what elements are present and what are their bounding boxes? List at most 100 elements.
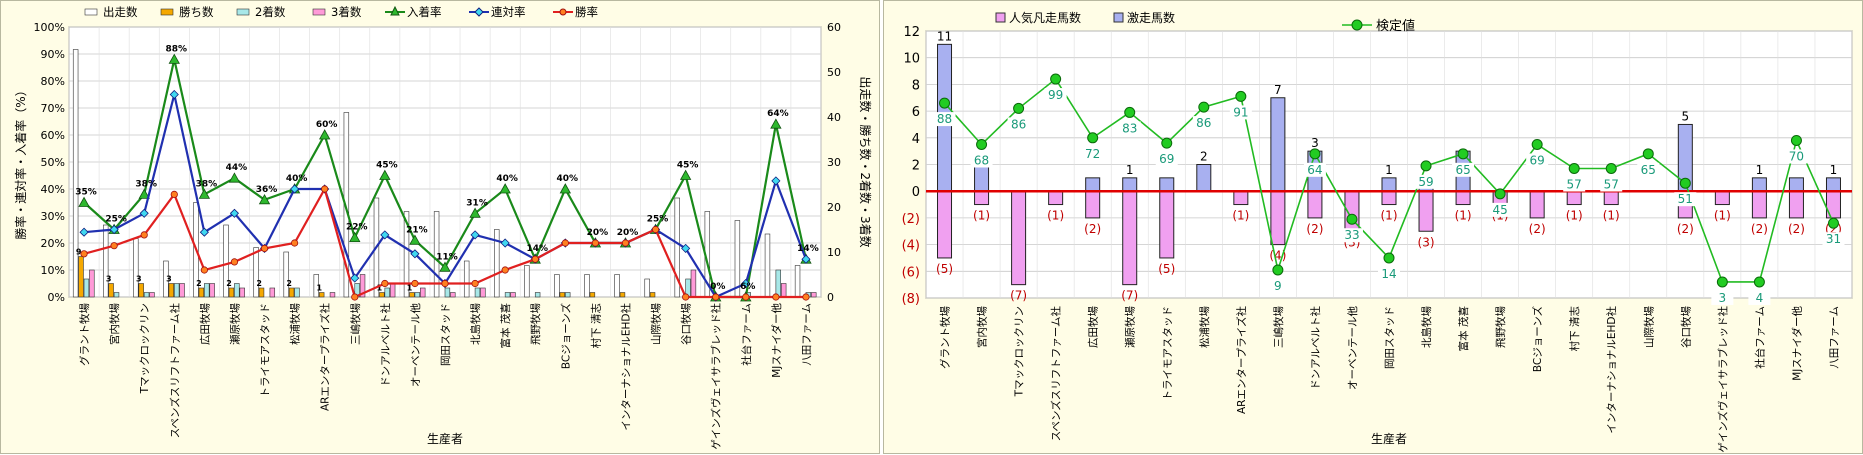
line-label-検定値: 59 [1418, 175, 1433, 189]
bar-label-人気凡走馬数: (1) [1381, 209, 1398, 223]
legend-swatch [995, 12, 1006, 23]
bar-勝ち数 [108, 283, 114, 298]
y-axis-tick: 8 [912, 78, 920, 93]
line-label-検定値: 9 [1274, 279, 1282, 293]
bar-勝ち数 [318, 292, 325, 298]
bar-2着数 [775, 269, 781, 298]
line-label-検定値: 68 [974, 153, 989, 167]
category-label: 宮内牧場 [976, 306, 989, 348]
category-label: 瀬原牧場 [228, 303, 241, 345]
bar-勝ち数 [379, 292, 385, 298]
bar-人気凡走馬数 [1788, 190, 1804, 219]
point-勝率 [561, 239, 569, 247]
category-label: 三嶋牧場 [1272, 306, 1285, 348]
right-axis-tick: 50 [827, 66, 841, 79]
line-label-bg [1452, 162, 1475, 177]
left-chart: 0%10%20%30%40%50%60%70%80%90%100%0102030… [13, 5, 873, 450]
bar-勝ち数 [78, 256, 84, 298]
category-label: 社台ファーム [1753, 306, 1766, 369]
line-label-bg [1044, 88, 1067, 103]
line-label-bg [1674, 192, 1697, 207]
line-label-検定値: 83 [1122, 121, 1137, 135]
line-label-入着率: 0% [710, 282, 725, 292]
line-label-bg [1081, 146, 1104, 161]
category-label: 村下 清志 [589, 303, 602, 348]
point-勝率 [682, 293, 690, 301]
bar-3着数 [780, 283, 787, 298]
bar-label-出走数: 3 [106, 275, 112, 284]
line-label-入着率: 20% [587, 228, 609, 238]
left-axis-tick: 50% [41, 156, 65, 169]
line-label-検定値: 72 [1085, 147, 1100, 161]
category-label: 三嶋牧場 [349, 303, 362, 345]
point-連対率 [500, 238, 510, 248]
bar-勝ち数 [138, 283, 144, 298]
bar-人気凡走馬数 [1751, 190, 1767, 219]
point-検定値 [1494, 188, 1506, 200]
category-label: ドンアルベルト社 [379, 303, 392, 387]
right-axis-tick: 60 [827, 21, 841, 34]
bar-人気凡走馬数 [1714, 190, 1730, 206]
point-検定値 [1753, 276, 1765, 288]
point-検定値 [1568, 163, 1580, 175]
point-連対率 [681, 243, 691, 253]
bar-3着数 [690, 269, 697, 298]
bar-出走数 [554, 274, 560, 298]
line-label-入着率: 36% [256, 185, 278, 195]
point-連対率 [350, 273, 360, 283]
bar-出走数 [764, 233, 771, 298]
legend-label: 検定値 [1376, 18, 1415, 34]
bar-出走数 [584, 274, 590, 298]
point-検定値 [976, 138, 988, 150]
point-入着率 [499, 183, 511, 194]
bar-3着数 [389, 283, 396, 298]
line-label-入着率: 60% [316, 120, 338, 130]
bar-出走数 [794, 265, 801, 298]
line-label-入着率: 38% [135, 179, 157, 189]
legend-marker [1351, 19, 1363, 31]
category-label: 岡田スタッド [440, 303, 452, 366]
category-label: BCジョーンズ [559, 303, 572, 369]
bar-2着数 [414, 292, 421, 298]
category-label: オーベンテール他 [409, 303, 422, 387]
point-勝率 [802, 293, 810, 301]
point-連対率 [741, 278, 751, 289]
bar-人気凡走馬数 [1085, 190, 1101, 219]
left-axis-label: 勝率・連対率・入着率（%） [13, 84, 28, 239]
right-axis-tick: 10 [827, 246, 841, 259]
bar-2着数 [83, 278, 90, 298]
point-入着率 [349, 231, 361, 243]
bar-出走数 [674, 197, 680, 298]
bar-出走数 [133, 238, 139, 298]
point-入着率 [379, 169, 391, 180]
bar-label-人気凡走馬数: (7) [1010, 289, 1027, 303]
point-検定値 [1531, 138, 1543, 150]
category-label: 村下 清志 [1568, 306, 1581, 351]
point-連対率 [380, 230, 390, 240]
legend-marker [559, 8, 567, 16]
line-label-入着率: 64% [767, 109, 789, 119]
line-label-bg [1155, 152, 1178, 167]
left-chart-panel: 0% 10% 20% 30% 40% 50% 60% 70% 80% 90% 100% 0 10 20 30… [0, 0, 880, 454]
bar-label-激走馬数: 1 [1830, 163, 1838, 177]
bar-3着数 [480, 287, 486, 298]
bar-3着数 [89, 269, 95, 298]
y-axis-tick: (2) [902, 212, 920, 227]
line-label-入着率: 25% [647, 215, 669, 225]
bar-label-激走馬数: 2 [1200, 150, 1208, 164]
bar-出走数 [253, 247, 259, 298]
left-axis-tick: 80% [41, 75, 65, 88]
point-勝率 [200, 266, 208, 274]
bar-勝ち数 [258, 287, 265, 298]
point-検定値 [1383, 252, 1395, 264]
line-label-検定値: 57 [1604, 178, 1619, 192]
point-勝率 [591, 239, 600, 247]
bar-3着数 [811, 292, 817, 298]
point-勝率 [230, 258, 239, 266]
line-label-検定値: 69 [1530, 153, 1545, 167]
legend-label: 2着数 [255, 5, 286, 19]
bar-2着数 [565, 292, 571, 298]
y-axis-tick: 2 [912, 159, 920, 174]
right-axis-tick: 20 [827, 201, 841, 214]
bar-label-人気凡走馬数: (3) [1418, 235, 1435, 249]
